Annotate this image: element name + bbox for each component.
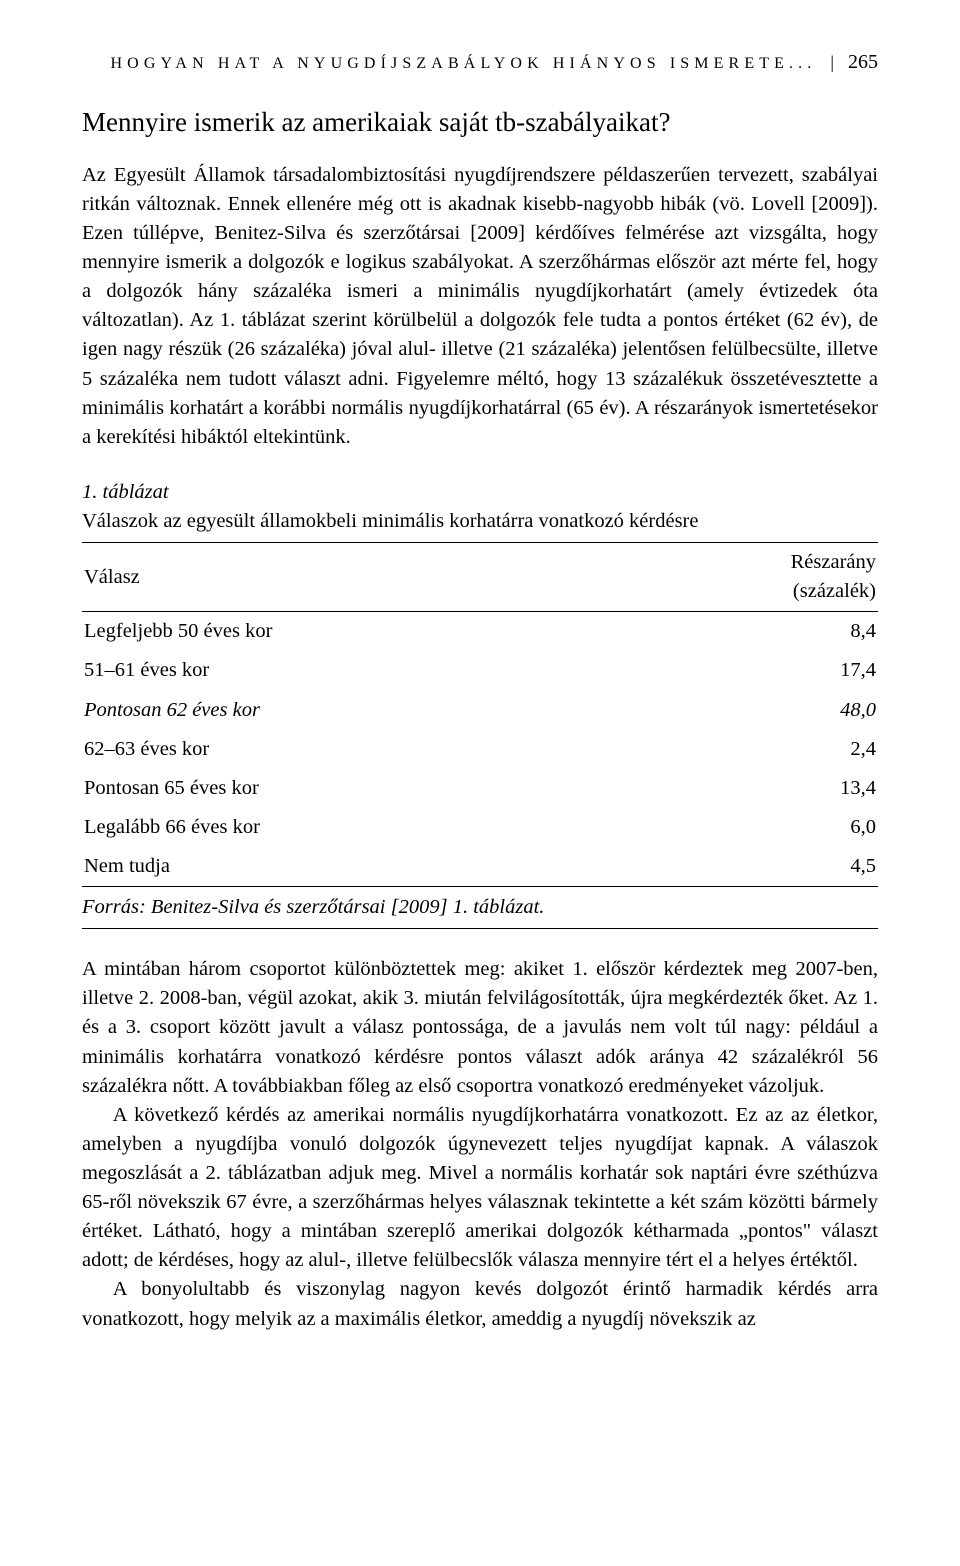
page-number: 265 xyxy=(848,48,878,76)
table-row: Legfeljebb 50 éves kor8,4 xyxy=(82,612,878,652)
table1-number: 1. táblázat xyxy=(82,478,878,507)
table-row: Pontosan 65 éves kor13,4 xyxy=(82,769,878,808)
table-row: Pontosan 62 éves kor48,0 xyxy=(82,691,878,730)
table-cell-label: Nem tudja xyxy=(82,847,626,887)
table1-header-row: Válasz Részarány (százalék) xyxy=(82,543,878,612)
table-cell-value: 13,4 xyxy=(626,769,878,808)
running-header: HOGYAN HAT A NYUGDÍJSZABÁLYOK HIÁNYOS IS… xyxy=(82,48,878,76)
table-cell-value: 2,4 xyxy=(626,730,878,769)
table1-col2-header: Részarány (százalék) xyxy=(626,543,878,612)
paragraph-1: Az Egyesült Államok társadalombiztosítás… xyxy=(82,161,878,452)
table1-col1-header: Válasz xyxy=(82,543,626,612)
table-cell-value: 8,4 xyxy=(626,612,878,652)
table-cell-label: 62–63 éves kor xyxy=(82,730,626,769)
table-cell-label: 51–61 éves kor xyxy=(82,651,626,690)
section-title: Mennyire ismerik az amerikaiak saját tb-… xyxy=(82,104,878,140)
paragraph-4: A bonyolultabb és viszonylag nagyon kevé… xyxy=(82,1275,878,1333)
table-row: Nem tudja4,5 xyxy=(82,847,878,887)
table-cell-value: 17,4 xyxy=(626,651,878,690)
table1-title: Válaszok az egyesült államokbeli minimál… xyxy=(82,510,698,532)
header-separator: | xyxy=(830,50,834,76)
table-cell-value: 4,5 xyxy=(626,847,878,887)
table-row: 51–61 éves kor17,4 xyxy=(82,651,878,690)
table-cell-label: Legalább 66 éves kor xyxy=(82,808,626,847)
table-cell-label: Legfeljebb 50 éves kor xyxy=(82,612,626,652)
paragraph-2: A mintában három csoportot különböztette… xyxy=(82,955,878,1101)
table-cell-value: 48,0 xyxy=(626,691,878,730)
table1-caption: 1. táblázat Válaszok az egyesült államok… xyxy=(82,478,878,536)
table-row: Legalább 66 éves kor6,0 xyxy=(82,808,878,847)
running-title: HOGYAN HAT A NYUGDÍJSZABÁLYOK HIÁNYOS IS… xyxy=(111,53,817,76)
table1-body: Legfeljebb 50 éves kor8,451–61 éves kor1… xyxy=(82,612,878,887)
table1-col2-header-line1: Részarány xyxy=(628,548,876,577)
table1-col2-header-line2: (százalék) xyxy=(628,577,876,606)
table-row: 62–63 éves kor2,4 xyxy=(82,730,878,769)
table-cell-label: Pontosan 62 éves kor xyxy=(82,691,626,730)
table-cell-value: 6,0 xyxy=(626,808,878,847)
paragraph-3: A következő kérdés az amerikai normális … xyxy=(82,1101,878,1276)
table1: Válasz Részarány (százalék) Legfeljebb 5… xyxy=(82,542,878,887)
table1-source: Forrás: Benitez-Silva és szerzőtársai [2… xyxy=(82,893,878,929)
table-cell-label: Pontosan 65 éves kor xyxy=(82,769,626,808)
